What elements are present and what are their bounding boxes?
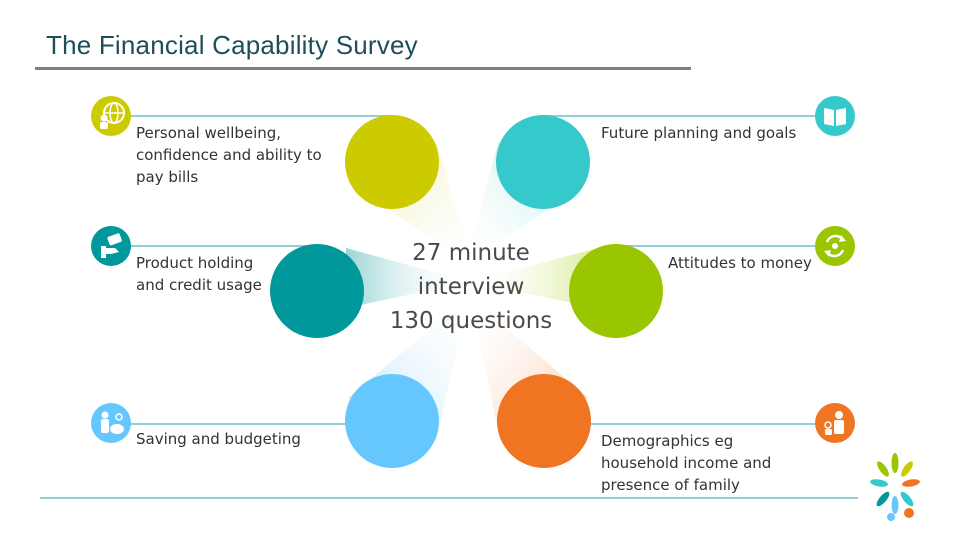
petal-personal-wellbeing — [345, 115, 439, 209]
globe-person-icon — [91, 96, 131, 136]
petal-saving — [345, 374, 439, 468]
petal-ray-product-holding — [346, 248, 470, 308]
topic-label-saving: Saving and budgeting — [136, 430, 301, 448]
person-piggybank-icon — [91, 403, 131, 443]
petal-attitudes — [569, 244, 663, 338]
question-count: 130 questions — [389, 308, 553, 334]
organization-logo — [870, 453, 920, 521]
footer-divider — [40, 497, 858, 499]
interview-duration: 27 minute — [412, 240, 530, 266]
open-book-icon — [815, 96, 855, 136]
petal-future-planning — [496, 115, 590, 209]
petal-ray-attitudes — [470, 248, 598, 308]
interview-word: interview — [417, 274, 525, 300]
hand-card-icon — [91, 226, 131, 266]
topic-label-demographics: Demographics eg household income and pre… — [601, 432, 772, 494]
petal-demographics — [497, 374, 591, 468]
title-underline — [35, 67, 691, 70]
center-summary: 27 minute interview 130 questions — [378, 236, 564, 338]
family-icon — [815, 403, 855, 443]
slide-title: The Financial Capability Survey — [46, 30, 418, 60]
cycle-arrows-icon — [815, 226, 855, 266]
topic-label-product-holding: Product holding and credit usage — [136, 254, 262, 294]
topic-label-personal-wellbeing: Personal wellbeing, confidence and abili… — [136, 124, 322, 186]
petal-product-holding — [270, 244, 364, 338]
topic-label-future-planning: Future planning and goals — [601, 124, 797, 142]
topic-label-attitudes: Attitudes to money — [668, 254, 812, 272]
